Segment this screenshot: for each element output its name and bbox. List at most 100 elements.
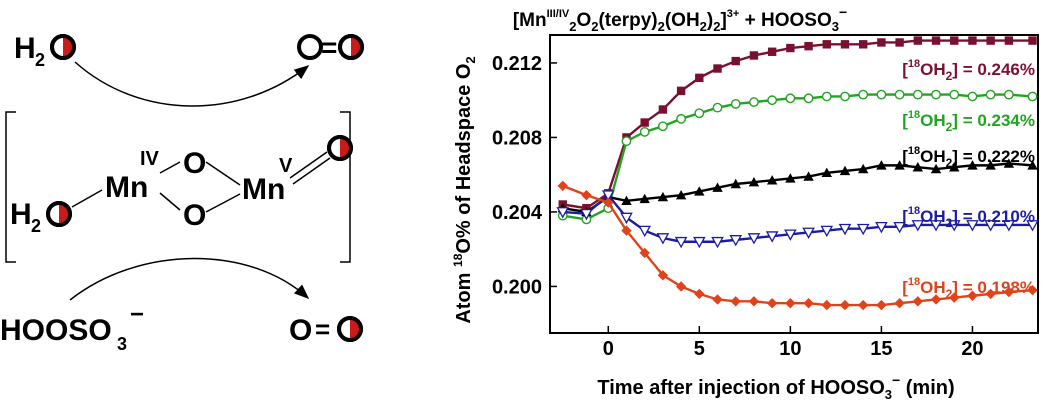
data-point: [1003, 158, 1015, 168]
data-point: [894, 89, 905, 100]
data-point: [766, 298, 778, 309]
series-2: [557, 89, 1038, 225]
data-point: [822, 40, 831, 49]
data-point: [929, 220, 943, 232]
oxidant-label: HOOSO: [0, 314, 112, 347]
oxygen-18-half-atom-icon: [46, 201, 72, 227]
data-point: [985, 160, 996, 170]
data-point: [675, 189, 687, 200]
data-point: [581, 189, 592, 201]
data-point: [1003, 286, 1015, 298]
series-labels: [18OH2] = 0.246% [18OH2] = 0.234% [18OH2] …: [902, 58, 1035, 301]
data-point: [911, 220, 925, 232]
data-point: [621, 195, 632, 205]
data-point: [858, 89, 869, 100]
x-tick-label: 10: [779, 338, 801, 360]
data-point: [712, 182, 723, 192]
data-point: [893, 221, 906, 234]
data-point: [1003, 89, 1014, 100]
y-axis-label: Atom 18O% of Headspace O2: [451, 56, 478, 323]
data-point: [895, 38, 904, 47]
oxygen-16-label: O: [289, 314, 312, 347]
series-label: [18OH2] = 0.222%: [902, 145, 1035, 170]
data-point: [840, 40, 850, 49]
series-label: [18OH2] = 0.246%: [902, 58, 1035, 83]
data-point: [1027, 284, 1038, 296]
bottom-reaction-arrow: [69, 257, 310, 301]
water-top: H 2: [14, 32, 76, 70]
data-point: [749, 97, 759, 107]
data-point: [967, 91, 978, 102]
mn-left-label: Mn: [105, 171, 148, 204]
data-point: [949, 292, 960, 303]
bridge-oxygen-bottom: O: [183, 199, 206, 232]
data-point: [839, 299, 851, 311]
data-point: [675, 281, 687, 292]
data-point: [931, 36, 941, 45]
data-point: [786, 43, 795, 53]
y-tick-label: 0.212: [492, 53, 542, 75]
data-point: [986, 36, 995, 45]
data-point: [1004, 36, 1014, 45]
data-point: [730, 296, 741, 307]
data-point: [803, 93, 814, 104]
data-point: [748, 296, 760, 307]
data-point: [621, 136, 632, 147]
data-point: [620, 212, 633, 225]
water-ligand-subscript: 2: [31, 216, 41, 236]
data-point: [1027, 160, 1038, 170]
water-ligand: H 2: [10, 189, 103, 236]
data-point: [857, 299, 869, 311]
data-point: [640, 118, 649, 127]
data-point: [785, 93, 796, 104]
data-point: [967, 160, 978, 170]
oxidant-peroxymonosulfate: HOOSO 3 −: [0, 301, 144, 354]
data-point: [711, 236, 724, 249]
data-point: [985, 89, 996, 100]
water-ligand-h-label: H: [10, 198, 32, 231]
data-point: [748, 176, 760, 187]
data-point: [731, 56, 740, 66]
double-bond-label: =: [321, 32, 337, 63]
data-point: [603, 197, 614, 208]
data-point: [821, 167, 832, 178]
data-point: [694, 108, 705, 119]
data-point: [985, 288, 996, 300]
dioxygen-bottom: O =: [289, 314, 363, 347]
series-line: [562, 162, 1033, 214]
data-point: [639, 193, 650, 204]
reaction-scheme: H 2 = Mn IV O O Mn V: [0, 32, 364, 354]
data-point: [695, 73, 704, 83]
data-point: [984, 220, 997, 232]
x-tick-label: 5: [694, 338, 705, 360]
data-point: [968, 36, 977, 45]
oxygen-18-half-atom-icon: [338, 34, 364, 60]
chart-title: [MnIII/IV2O2(terpy)2(OH2)2]3+ + HOOSO3−: [513, 4, 847, 34]
data-point: [676, 113, 687, 124]
data-point: [658, 105, 668, 114]
x-tick-label: 0: [603, 338, 614, 360]
data-point: [657, 270, 669, 281]
data-point: [730, 178, 741, 189]
series-label: [18OH2] = 0.210%: [902, 205, 1035, 230]
oxidant-charge: −: [130, 301, 144, 328]
data-point: [1002, 220, 1016, 232]
data-point: [766, 175, 778, 185]
data-point: [839, 165, 851, 176]
data-point: [876, 89, 887, 100]
data-point: [1026, 220, 1039, 232]
data-point: [557, 180, 568, 192]
bridge-oxygen-top: O: [183, 147, 206, 180]
data-point: [712, 294, 723, 305]
oxygen-18-half-atom-icon: [50, 34, 76, 60]
left-bracket: [5, 111, 16, 263]
series-4: [556, 190, 1039, 249]
data-point: [638, 225, 651, 238]
data-point: [840, 91, 850, 102]
data-point: [947, 220, 961, 232]
data-point: [694, 288, 705, 300]
data-point: [894, 298, 905, 309]
data-point: [694, 186, 705, 196]
data-point: [820, 225, 834, 238]
oxidant-subscript: 3: [117, 334, 127, 354]
